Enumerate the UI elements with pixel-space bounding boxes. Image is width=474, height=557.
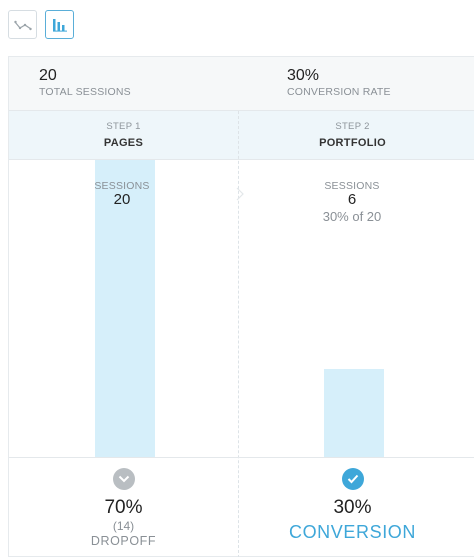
step-name: PAGES bbox=[103, 137, 144, 149]
step-2-bar[interactable] bbox=[324, 369, 384, 458]
sessions-percent-of: 30% of 20 bbox=[322, 209, 382, 224]
line-chart-button[interactable] bbox=[8, 10, 37, 39]
dropoff-count: (14) bbox=[112, 519, 135, 533]
step-1-bar-label: SESSIONS 20 bbox=[86, 180, 158, 208]
steps-header: STEP 1 PAGES STEP 2 PORTFOLIO bbox=[9, 111, 474, 160]
conversion-label: CONVERSION bbox=[288, 522, 417, 542]
dropoff-percent: 70% bbox=[104, 497, 143, 518]
sessions-label: SESSIONS bbox=[324, 180, 380, 192]
step-1-bar[interactable] bbox=[95, 160, 155, 458]
bar-chart-button[interactable] bbox=[45, 10, 74, 39]
funnel-panel: 20 TOTAL SESSIONS 30% CONVERSION RATE ST… bbox=[8, 56, 474, 557]
summary-bar: 20 TOTAL SESSIONS 30% CONVERSION RATE bbox=[9, 57, 474, 111]
step-1-header[interactable]: STEP 1 PAGES bbox=[9, 111, 238, 160]
sessions-value: 6 bbox=[347, 191, 357, 208]
conversion-rate-value: 30% bbox=[287, 67, 320, 84]
line-chart-icon bbox=[13, 20, 32, 30]
step-number: STEP 2 bbox=[335, 121, 370, 132]
funnel-chart: SESSIONS 20 SESSIONS 6 30% of 20 bbox=[9, 160, 474, 458]
step-2-header[interactable]: STEP 2 PORTFOLIO bbox=[238, 111, 467, 160]
step-name: PORTFOLIO bbox=[319, 137, 386, 149]
conversion-summary: 30% CONVERSION bbox=[238, 458, 467, 557]
total-sessions-metric: 20 TOTAL SESSIONS bbox=[39, 67, 131, 98]
check-icon bbox=[341, 468, 364, 490]
bar-chart-icon bbox=[52, 18, 67, 32]
dropoff-label: DROPOFF bbox=[90, 534, 157, 548]
chevron-right-icon bbox=[236, 187, 244, 201]
funnel-footer: 70% (14) DROPOFF 30% CONVERSION bbox=[9, 457, 474, 557]
sessions-label: SESSIONS bbox=[94, 180, 150, 192]
dropoff-summary: 70% (14) DROPOFF bbox=[9, 458, 238, 557]
chevron-down-icon[interactable] bbox=[112, 468, 135, 490]
sessions-value: 20 bbox=[113, 191, 131, 208]
step-divider bbox=[238, 111, 239, 557]
step-number: STEP 1 bbox=[106, 121, 141, 132]
total-sessions-value: 20 bbox=[39, 67, 57, 84]
conversion-rate-metric: 30% CONVERSION RATE bbox=[287, 67, 391, 98]
conversion-percent: 30% bbox=[333, 497, 372, 518]
chart-type-toolbar bbox=[8, 10, 74, 39]
conversion-rate-label: CONVERSION RATE bbox=[287, 86, 391, 98]
step-2-bar-label: SESSIONS 6 30% of 20 bbox=[295, 180, 409, 224]
total-sessions-label: TOTAL SESSIONS bbox=[39, 86, 131, 98]
